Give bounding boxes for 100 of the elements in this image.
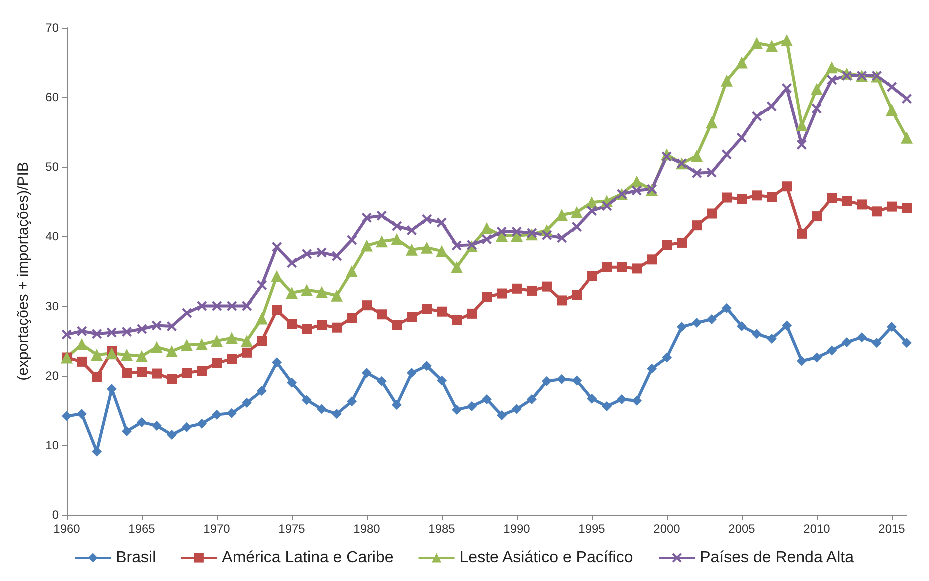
point: [361, 240, 373, 252]
point: [332, 409, 342, 420]
point: [122, 426, 132, 437]
point: [887, 82, 897, 92]
point: [767, 192, 777, 202]
point: [392, 400, 402, 410]
point: [286, 287, 298, 300]
point: [212, 410, 222, 420]
point: [826, 62, 838, 74]
point: [647, 364, 657, 374]
point: [331, 290, 343, 302]
point: [902, 94, 912, 104]
point: [691, 150, 703, 162]
point: [512, 404, 522, 414]
point: [107, 328, 117, 338]
point: [632, 186, 642, 196]
point: [137, 324, 147, 334]
point: [76, 338, 88, 351]
point: [227, 354, 237, 364]
point: [377, 376, 387, 386]
point: [602, 262, 612, 272]
point: [827, 75, 837, 86]
point: [722, 150, 732, 160]
point: [767, 102, 777, 112]
point: [167, 321, 177, 332]
point: [647, 254, 657, 265]
point: [751, 37, 763, 50]
point: [512, 284, 522, 294]
point: [77, 356, 87, 367]
point: [886, 104, 898, 116]
point: [287, 378, 297, 388]
point: [377, 310, 387, 320]
point: [587, 394, 597, 404]
point: [812, 104, 822, 114]
point: [62, 330, 72, 340]
point: [122, 368, 132, 378]
point: [77, 326, 87, 336]
point: [421, 242, 433, 254]
point: [392, 221, 402, 232]
point: [721, 74, 733, 87]
point: [347, 396, 357, 407]
point: [542, 282, 552, 292]
y-tick-label: 20: [46, 368, 60, 383]
point: [737, 132, 747, 143]
point: [467, 401, 477, 412]
point: [197, 301, 207, 312]
point: [887, 322, 897, 332]
point: [242, 348, 252, 358]
x-tick-label: 2015: [878, 522, 906, 536]
point: [542, 230, 552, 240]
point: [602, 201, 612, 212]
point: [211, 335, 223, 348]
point: [407, 368, 417, 378]
x-tick-label: 1970: [204, 522, 231, 536]
point: [557, 374, 567, 384]
point: [422, 304, 432, 314]
point: [62, 411, 72, 422]
point: [121, 348, 133, 361]
x-tick-label: 1985: [428, 522, 456, 536]
point: [182, 308, 192, 318]
point: [362, 212, 372, 223]
point: [707, 208, 717, 219]
x-tick-label: 1960: [54, 522, 81, 536]
y-tick-label: 10: [46, 438, 60, 452]
x-tick-label: 1980: [354, 522, 381, 536]
point: [272, 242, 282, 252]
x-tick-label: 2010: [804, 522, 831, 536]
point: [662, 152, 672, 162]
x-tick-label: 2000: [654, 522, 681, 536]
point: [92, 372, 102, 382]
point: [782, 84, 792, 94]
point: [467, 308, 477, 319]
point: [752, 111, 762, 122]
point: [287, 258, 297, 268]
point: [677, 238, 687, 248]
point: [662, 352, 672, 363]
point: [317, 248, 327, 258]
point: [692, 318, 702, 328]
point: [497, 226, 507, 237]
point: [362, 300, 372, 311]
legend-label: Leste Asiático e Pacífico: [460, 550, 634, 566]
point: [752, 190, 762, 201]
point: [737, 321, 747, 332]
point: [302, 324, 312, 334]
point: [271, 270, 283, 282]
point: [272, 305, 282, 316]
point: [451, 261, 463, 274]
point: [346, 266, 358, 278]
point: [406, 244, 418, 256]
point: [797, 140, 807, 150]
point: [512, 226, 522, 237]
point: [332, 251, 342, 262]
y-tick-label: 30: [46, 299, 60, 314]
point: [707, 314, 717, 325]
point: [722, 303, 732, 314]
point: [152, 420, 162, 431]
point: [632, 396, 642, 406]
x-tick-label: 1990: [504, 522, 531, 536]
point: [797, 356, 807, 366]
point: [422, 214, 432, 224]
